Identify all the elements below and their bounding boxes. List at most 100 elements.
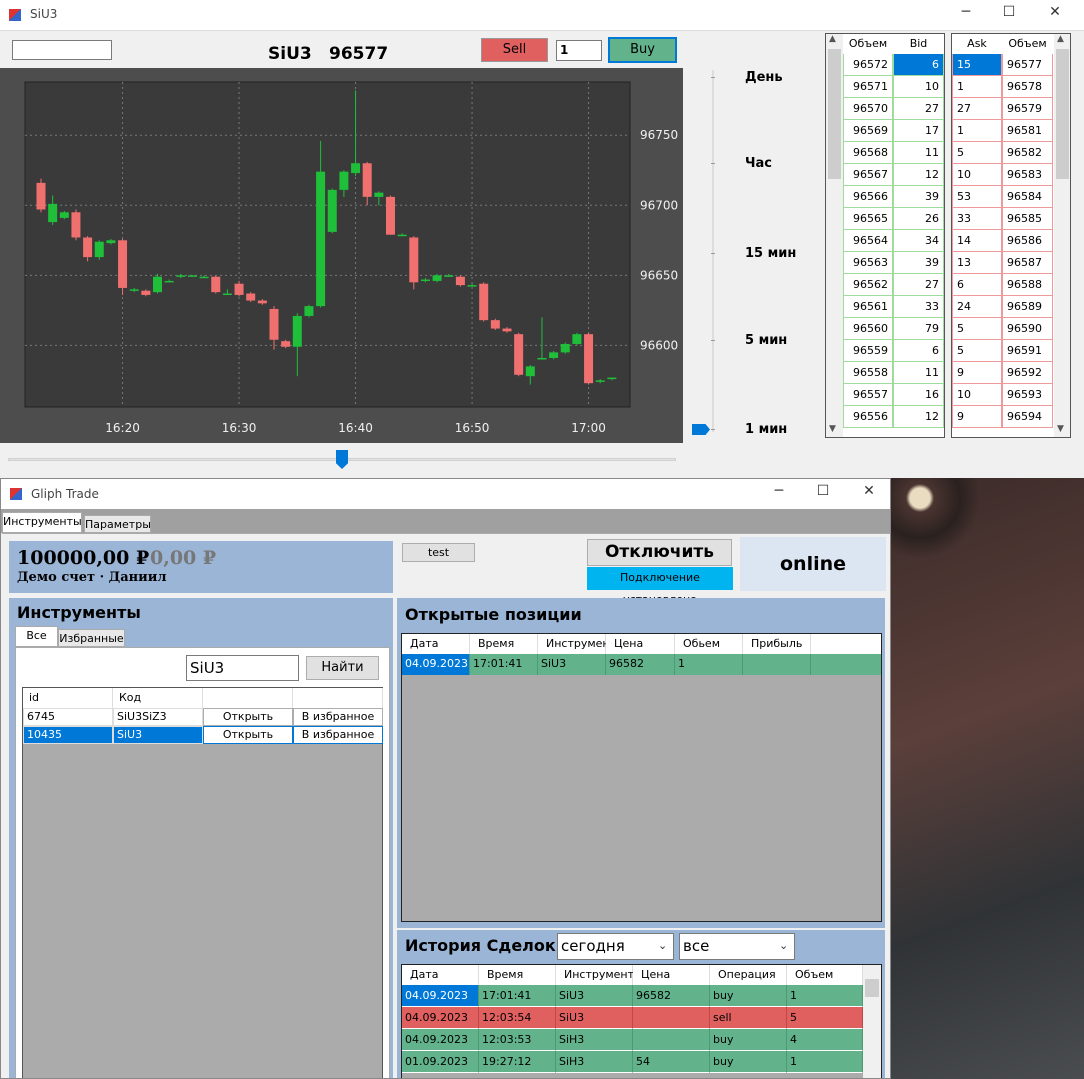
book-cell[interactable]: 34 [893,230,944,252]
book-cell[interactable]: 96589 [1002,296,1053,318]
grid-cell[interactable]: SiH3 [556,1029,633,1051]
grid-cell[interactable]: 19:27:12 [479,1051,556,1073]
grid-cell[interactable]: sell [710,1007,787,1029]
book-cell[interactable]: 96565 [843,208,893,230]
scroll-thumb[interactable] [865,979,879,997]
search-input[interactable]: SiU3 [186,655,299,681]
grid-cell[interactable]: 5 [787,1007,863,1029]
book-cell[interactable]: 6 [952,274,1002,296]
grid-cell[interactable]: 04.09.2023 [402,654,470,675]
scroll-arrow[interactable]: ▼ [829,424,836,434]
book-cell[interactable]: 6 [893,340,944,362]
grid-button[interactable]: Открыть [203,708,293,726]
disconnect-button[interactable]: Отключить [587,539,732,566]
book-cell[interactable]: 27 [893,274,944,296]
book-cell[interactable]: 96586 [1002,230,1053,252]
book-cell[interactable]: 96572 [843,54,893,76]
book-cell[interactable]: 96590 [1002,318,1053,340]
book-cell[interactable]: 5 [952,142,1002,164]
book-cell[interactable]: 96567 [843,164,893,186]
grid-cell[interactable]: 4 [787,1029,863,1051]
grid-cell[interactable]: 04.09.2023 [402,985,479,1007]
grid-cell[interactable]: 04.09.2023 [402,1007,479,1029]
grid-cell[interactable]: 1 [787,1051,863,1073]
grid-cell[interactable]: 96582 [633,985,710,1007]
book-cell[interactable]: 96571 [843,76,893,98]
book-cell[interactable]: 79 [893,318,944,340]
book-cell[interactable]: 27 [893,98,944,120]
book-cell[interactable]: 33 [893,296,944,318]
book-cell[interactable]: 96568 [843,142,893,164]
book-cell[interactable]: 96566 [843,186,893,208]
scroll-arrow[interactable]: ▼ [1057,424,1064,434]
grid-cell[interactable] [743,654,811,675]
minimize-button[interactable]: ─ [774,483,784,499]
timeframe-label[interactable]: День [745,70,783,85]
search-button[interactable]: Найти [306,656,379,680]
grid-cell[interactable]: 96582 [606,654,675,675]
book-cell[interactable]: 26 [893,208,944,230]
book-cell[interactable]: 96588 [1002,274,1053,296]
book-cell[interactable]: 10 [893,76,944,98]
book-cell[interactable]: 9 [952,362,1002,384]
book-cell[interactable]: 14 [952,230,1002,252]
book-cell[interactable]: 39 [893,252,944,274]
book-cell[interactable]: 9 [952,406,1002,428]
book-cell[interactable]: 96591 [1002,340,1053,362]
book-cell[interactable]: 11 [893,142,944,164]
book-cell[interactable]: 96559 [843,340,893,362]
book-cell[interactable]: 10 [952,164,1002,186]
grid-button[interactable]: В избранное [293,708,383,726]
scroll-thumb[interactable] [828,49,841,179]
tab[interactable]: Избранные [58,629,125,647]
grid-cell[interactable]: 17:01:41 [479,985,556,1007]
book-cell[interactable]: 17 [893,120,944,142]
minimize-button[interactable]: ─ [961,4,971,20]
grid-cell[interactable]: buy [710,985,787,1007]
book-cell[interactable]: 96578 [1002,76,1053,98]
book-cell[interactable]: 96564 [843,230,893,252]
timeframe-thumb[interactable] [692,424,710,435]
timeframe-label[interactable]: 1 мин [745,422,788,437]
book-cell[interactable]: 96577 [1002,54,1053,76]
grid-cell[interactable]: 01.09.2023 [402,1051,479,1073]
book-cell[interactable]: 5 [952,318,1002,340]
book-cell[interactable]: 5 [952,340,1002,362]
book-cell[interactable]: 96579 [1002,98,1053,120]
book-cell[interactable]: 96593 [1002,384,1053,406]
book-cell[interactable]: 12 [893,406,944,428]
grid-cell[interactable]: SiU3 [556,1007,633,1029]
grid-button[interactable]: В избранное [293,726,383,744]
book-cell[interactable]: 16 [893,384,944,406]
sell-button[interactable]: Sell [481,38,548,62]
book-cell[interactable]: 39 [893,186,944,208]
book-cell[interactable]: 96570 [843,98,893,120]
book-cell[interactable]: 96583 [1002,164,1053,186]
tab[interactable]: Инструменты [2,512,82,533]
book-cell[interactable]: 96587 [1002,252,1053,274]
book-cell[interactable]: 11 [893,362,944,384]
filter-arrow[interactable]: ⌄ [779,939,789,952]
book-cell[interactable]: 96581 [1002,120,1053,142]
scroll-arrow[interactable]: ▲ [829,34,836,44]
book-cell[interactable]: 96557 [843,384,893,406]
book-cell[interactable]: 96594 [1002,406,1053,428]
book-cell[interactable]: 96558 [843,362,893,384]
scroll-thumb[interactable] [1056,49,1069,179]
book-cell[interactable]: 10 [952,384,1002,406]
book-cell[interactable]: 96561 [843,296,893,318]
grid-cell[interactable]: 04.09.2023 [402,1029,479,1051]
period-arrow[interactable]: ⌄ [658,939,668,952]
grid-cell[interactable]: 17:01:41 [470,654,538,675]
buy-button[interactable]: Buy [608,37,677,63]
grid-button[interactable]: Открыть [203,726,293,744]
grid-cell[interactable]: buy [710,1051,787,1073]
grid-cell[interactable]: 54 [633,1051,710,1073]
scroll-arrow[interactable]: ▲ [1057,34,1064,44]
quantity-input[interactable]: 1 [556,40,602,61]
tab[interactable]: Все [15,626,58,647]
grid-cell[interactable]: 1 [675,654,743,675]
maximize-button[interactable]: ☐ [816,483,830,499]
book-cell[interactable]: 1 [952,76,1002,98]
book-cell[interactable]: 12 [893,164,944,186]
